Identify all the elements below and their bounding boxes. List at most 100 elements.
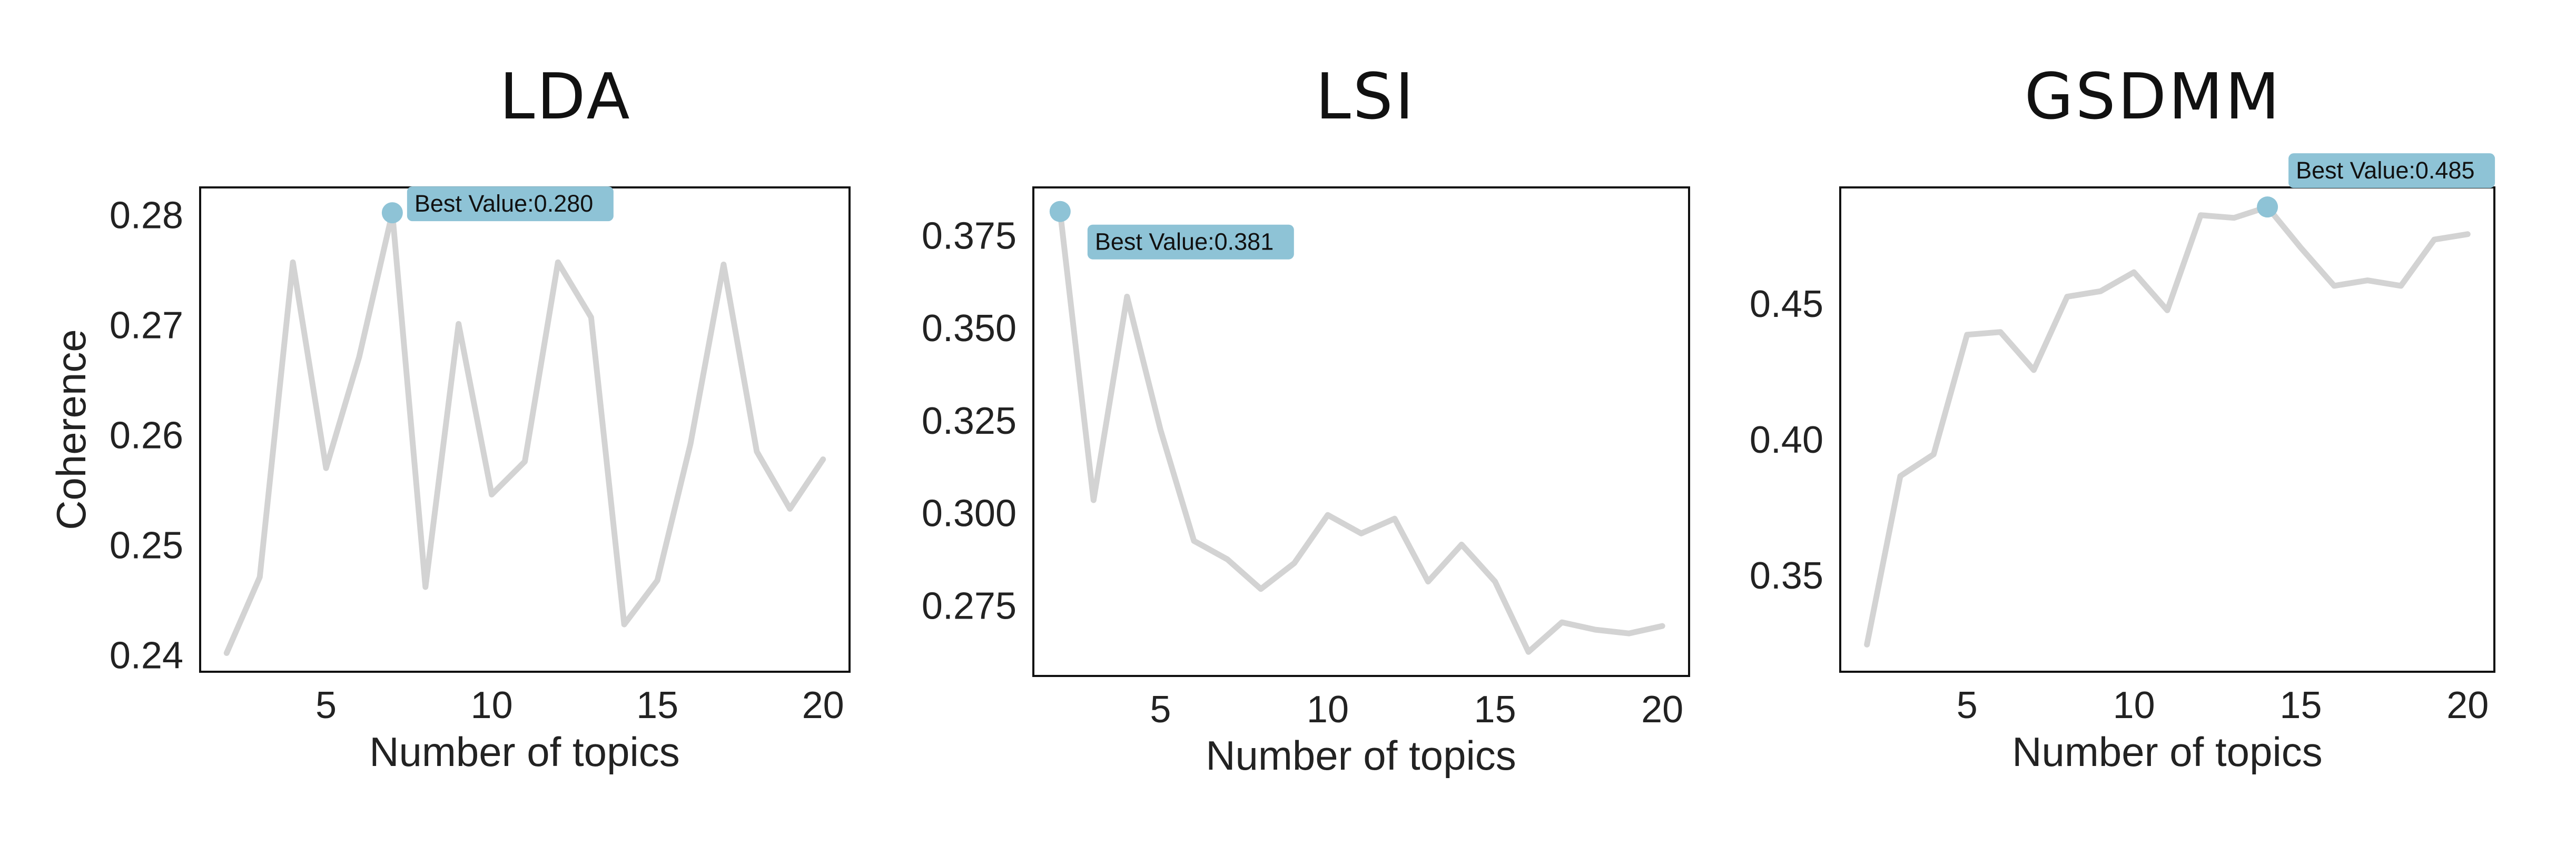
chart-title-gsdmm: GSDMM xyxy=(2025,61,2282,134)
plot-frame-lsi xyxy=(1032,186,1690,677)
data-point-gsdmm xyxy=(2234,217,2235,218)
series-line-gsdmm xyxy=(1864,204,2471,648)
data-point-gsdmm xyxy=(2300,247,2301,248)
data-point-lsi xyxy=(1394,518,1395,519)
data-point-gsdmm xyxy=(2167,310,2168,311)
plot-area-lda: 0.24 0.25 0.26 0.27 0.28 5 10 15 20 Best Value:0.… xyxy=(110,186,844,726)
data-point-lda xyxy=(525,461,526,462)
x-tick-label-gsdmm: 10 xyxy=(2113,684,2155,726)
data-point-lda xyxy=(590,317,591,318)
data-point-lsi xyxy=(1495,581,1496,582)
best-value-callout-lda xyxy=(407,186,614,222)
data-point-lda xyxy=(557,262,558,263)
plot-frame-gsdmm xyxy=(1839,186,2495,673)
y-tick-label-gsdmm: 0.35 xyxy=(1750,555,1823,597)
data-point-lda xyxy=(259,576,260,578)
data-point-lda xyxy=(325,467,327,469)
data-point-lsi xyxy=(1461,544,1462,545)
data-point-lda xyxy=(624,624,625,625)
x-tick-label-lda: 10 xyxy=(471,684,513,726)
data-point-lsi xyxy=(1428,581,1429,582)
data-point-gsdmm xyxy=(2200,215,2201,216)
data-point-lsi xyxy=(1595,629,1596,630)
panel-gsdmm: GSDMM 0.35 0.40 0.45 5 10 15 20 Best Value:0.48… xyxy=(1750,61,2495,775)
data-point-gsdmm xyxy=(1900,475,1901,476)
data-point-gsdmm xyxy=(2134,272,2135,273)
x-tick-label-gsdmm: 5 xyxy=(1957,684,1978,726)
chart-title-lsi: LSI xyxy=(1316,61,1416,134)
data-point-lsi xyxy=(1093,500,1094,501)
y-tick-label-lda: 0.24 xyxy=(110,635,183,677)
data-point-lda xyxy=(789,509,791,510)
plot-area-lsi: 0.275 0.300 0.325 0.350 0.375 5 10 15 20 Best Val… xyxy=(922,201,1683,731)
data-point-lda xyxy=(292,262,293,263)
y-tick-label-lda: 0.26 xyxy=(110,414,183,456)
data-point-gsdmm xyxy=(2434,239,2435,240)
y-tick-label-lsi: 0.375 xyxy=(922,215,1016,257)
y-tick-label-gsdmm: 0.40 xyxy=(1750,419,1823,461)
x-axis-label-lsi: Number of topics xyxy=(1206,732,1516,779)
data-point-lsi xyxy=(1327,514,1328,515)
data-point-lda xyxy=(756,451,757,452)
data-point-lda xyxy=(458,323,459,324)
data-point-gsdmm xyxy=(2334,285,2335,286)
y-tick-label-lda: 0.25 xyxy=(110,525,183,567)
best-value-label-lda: Best Value:0.280 xyxy=(414,190,593,217)
data-point-gsdmm xyxy=(1967,334,1968,335)
data-point-lsi xyxy=(1160,429,1161,430)
x-tick-label-lsi: 15 xyxy=(1474,689,1516,731)
plot-area-gsdmm: 0.35 0.40 0.45 5 10 15 20 Best Value:0.485 xyxy=(1750,153,2495,726)
data-point-lda xyxy=(226,652,227,653)
x-axis-label-lda: Number of topics xyxy=(369,729,680,775)
data-point-lda xyxy=(425,586,426,588)
x-tick-label-gsdmm: 20 xyxy=(2446,684,2489,726)
data-point-lsi xyxy=(1628,633,1630,634)
data-point-gsdmm xyxy=(2100,291,2101,292)
data-point-gsdmm xyxy=(2367,280,2368,281)
data-point-lsi xyxy=(1662,625,1663,626)
x-axis-label-gsdmm: Number of topics xyxy=(2012,729,2323,775)
y-tick-label-lda: 0.27 xyxy=(110,304,183,346)
data-point-lda xyxy=(690,443,691,444)
y-tick-label-lda: 0.28 xyxy=(110,194,183,236)
x-tick-label-gsdmm: 15 xyxy=(2279,684,2322,726)
panel-lsi: LSI 0.275 0.300 0.325 0.350 0.375 5 10 15 20 Best… xyxy=(922,61,1690,779)
data-point-gsdmm xyxy=(2000,332,2001,333)
y-tick-label-lsi: 0.275 xyxy=(922,585,1016,627)
y-axis-label-lda: Coherence xyxy=(48,329,94,530)
data-point-lda xyxy=(491,494,492,495)
data-point-lsi xyxy=(1227,559,1228,560)
data-point-lsi xyxy=(1294,563,1295,564)
best-value-label-lsi: Best Value:0.381 xyxy=(1095,228,1274,255)
data-point-lda xyxy=(723,264,724,265)
data-point-lsi xyxy=(1260,589,1261,590)
best-value-callout-gsdmm xyxy=(2288,153,2495,188)
y-tick-label-lsi: 0.350 xyxy=(922,307,1016,350)
x-tick-label-lda: 20 xyxy=(802,684,844,726)
data-point-lsi xyxy=(1127,296,1128,297)
data-point-gsdmm xyxy=(2034,370,2035,371)
data-point-lsi xyxy=(1528,651,1529,652)
y-tick-label-gsdmm: 0.45 xyxy=(1750,283,1823,325)
series-line-lsi xyxy=(1057,208,1665,655)
x-tick-label-lsi: 10 xyxy=(1307,689,1349,731)
data-point-lda xyxy=(823,459,824,460)
x-tick-label-lsi: 5 xyxy=(1150,689,1171,731)
data-point-gsdmm xyxy=(2401,285,2402,286)
x-tick-label-lda: 15 xyxy=(636,684,678,726)
data-point-lsi xyxy=(1361,533,1362,534)
best-value-marker-gsdmm xyxy=(2257,196,2278,218)
y-tick-label-lsi: 0.300 xyxy=(922,493,1016,535)
data-point-gsdmm xyxy=(1933,454,1934,455)
data-point-lsi xyxy=(1193,540,1195,541)
panel-lda: LDA 0.24 0.25 0.26 0.27 0.28 5 10 15 20 Best Valu… xyxy=(48,61,851,775)
data-point-gsdmm xyxy=(2467,234,2468,235)
best-value-label-gsdmm: Best Value:0.485 xyxy=(2296,157,2474,184)
x-tick-label-lsi: 20 xyxy=(1641,689,1683,731)
data-point-lda xyxy=(657,580,658,581)
y-tick-label-lsi: 0.325 xyxy=(922,400,1016,442)
best-value-marker-lda xyxy=(381,202,403,224)
data-point-lda xyxy=(359,356,360,357)
